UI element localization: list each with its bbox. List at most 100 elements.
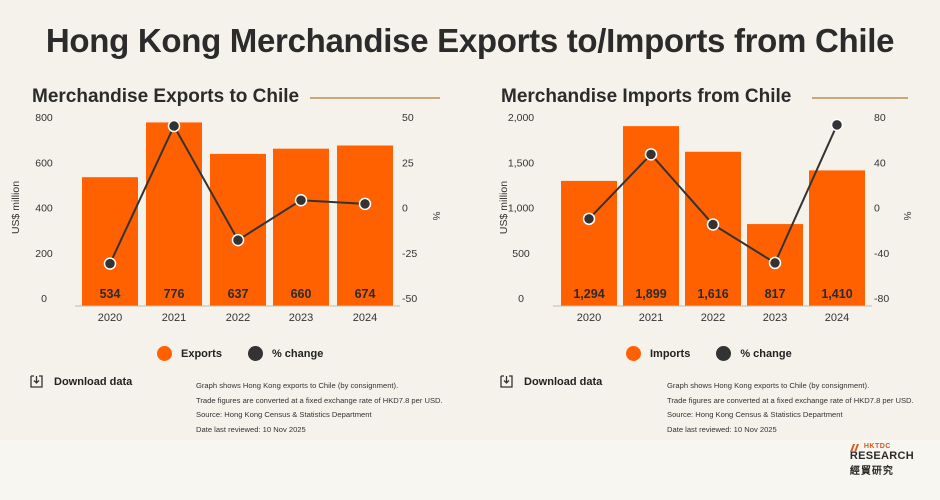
x-tick-label: 2024 <box>353 312 377 324</box>
y-tick-label: 0 <box>518 293 524 305</box>
page-title: Hong Kong Merchandise Exports to/Imports… <box>45 22 895 59</box>
exports-title-rule <box>310 97 440 99</box>
download-label: Download data <box>524 375 603 388</box>
bar-value-label: 637 <box>228 287 249 301</box>
legend-label-change: % change <box>271 347 324 360</box>
bar-value-label: 660 <box>291 287 312 301</box>
legend-swatch-change <box>247 346 263 361</box>
note-line: Trade figures are converted at a fixed e… <box>667 395 914 405</box>
bar <box>337 145 393 306</box>
bar-value-label: 776 <box>164 287 185 301</box>
imports-legend: Imports % change <box>626 346 818 361</box>
legend-label-exports: Exports <box>181 347 222 360</box>
bar <box>809 170 865 306</box>
bar <box>82 177 138 306</box>
download-icon <box>500 375 513 388</box>
y-tick-label: 1,000 <box>508 203 534 215</box>
imports-notes: Graph shows Hong Kong exports to Chile (… <box>667 379 914 437</box>
note-line: Graph shows Hong Kong exports to Chile (… <box>667 381 870 390</box>
footer-band <box>0 440 940 500</box>
y2-tick-label: -50 <box>402 293 417 305</box>
change-point <box>358 197 372 211</box>
x-tick-label: 2022 <box>701 312 725 324</box>
y2-tick-label: 40 <box>874 157 886 169</box>
y-tick-label: 2,000 <box>508 112 534 124</box>
x-tick-label: 2024 <box>825 312 849 324</box>
change-point <box>167 119 181 133</box>
y2-axis-label: % <box>901 212 912 221</box>
exports-chart: 0 200 400 600 800 -50 -25 0 25 50 US$ million % 534 7… <box>10 112 441 324</box>
bar <box>273 148 329 306</box>
bar <box>561 180 617 306</box>
download-label: Download data <box>54 375 133 388</box>
note-line: Date last reviewed: 10 Nov 2025 <box>196 424 306 434</box>
y2-tick-label: 80 <box>874 112 886 124</box>
change-point <box>103 257 117 270</box>
y2-axis-label: % <box>430 212 441 221</box>
legend-item-imports[interactable]: Imports <box>626 346 690 361</box>
y2-tick-label: -80 <box>874 293 889 305</box>
y2-tick-label: 50 <box>402 112 414 124</box>
exports-notes: Graph shows Hong Kong exports to Chile (… <box>196 379 443 437</box>
legend-label-change: % change <box>740 347 792 360</box>
imports-download-button[interactable]: Download data <box>500 375 602 388</box>
x-tick-label: 2020 <box>577 312 601 324</box>
y-tick-label: 800 <box>35 112 53 124</box>
y2-tick-label: -25 <box>402 248 417 260</box>
legend-item-change[interactable]: % change <box>716 346 792 361</box>
logo-brand: HKTDC <box>863 443 891 450</box>
imports-chart-title: Merchandise Imports from Chile <box>501 86 792 107</box>
exports-chart-title: Merchandise Exports to Chile <box>32 86 300 107</box>
bar-value-label: 817 <box>765 287 786 301</box>
x-tick-label: 2020 <box>98 312 122 324</box>
y-tick-label: 500 <box>512 248 530 260</box>
legend-item-change[interactable]: % change <box>247 346 324 361</box>
legend-swatch-change <box>716 346 732 361</box>
note-line: Trade figures are converted at a fixed e… <box>196 395 443 405</box>
bar-value-label: 1,410 <box>821 287 852 301</box>
y2-tick-label: 25 <box>402 157 414 169</box>
download-icon <box>30 375 43 388</box>
note-line: Graph shows Hong Kong exports to Chile (… <box>196 381 399 390</box>
x-tick-label: 2022 <box>226 312 250 324</box>
x-tick-label: 2021 <box>162 312 186 324</box>
logo-chinese: 經貿研究 <box>849 466 894 477</box>
change-point <box>231 233 245 247</box>
y2-tick-label: -40 <box>874 248 889 260</box>
y-axis-label: US$ million <box>10 181 22 234</box>
change-point <box>706 218 720 231</box>
change-point <box>830 118 844 132</box>
y-tick-label: 400 <box>35 203 53 215</box>
y2-tick-label: 0 <box>874 203 880 215</box>
note-line: Date last reviewed: 10 Nov 2025 <box>667 424 777 434</box>
bar-value-label: 1,616 <box>697 287 728 301</box>
legend-item-exports[interactable]: Exports <box>157 346 222 361</box>
x-tick-label: 2023 <box>289 312 313 324</box>
legend-swatch-exports <box>157 346 172 361</box>
y-axis-label: US$ million <box>498 181 510 234</box>
change-point <box>294 194 308 207</box>
hktdc-research-logo[interactable]: HKTDC RESEARCH 經貿研究 <box>849 443 914 477</box>
bar <box>146 122 202 307</box>
bar <box>210 153 266 306</box>
bar-value-label: 674 <box>355 287 376 301</box>
bar-value-label: 1,294 <box>573 287 604 301</box>
legend-swatch-imports <box>626 346 641 361</box>
y2-tick-label: 0 <box>402 203 408 215</box>
y-tick-label: 1,500 <box>508 157 534 169</box>
hktdc-logo-mark <box>849 444 859 452</box>
change-point <box>768 256 782 270</box>
bar-value-label: 534 <box>100 287 121 301</box>
note-line: Source: Hong Kong Census & Statistics De… <box>667 410 843 419</box>
x-tick-label: 2021 <box>639 312 663 324</box>
logo-research: RESEARCH <box>849 450 914 462</box>
legend-label-imports: Imports <box>650 347 691 360</box>
exports-download-button[interactable]: Download data <box>30 375 132 388</box>
y-tick-label: 200 <box>35 248 53 260</box>
y-tick-label: 0 <box>41 293 47 305</box>
bar-value-label: 1,899 <box>635 287 666 301</box>
imports-title-rule <box>812 97 908 99</box>
change-point <box>582 212 596 226</box>
change-point <box>644 148 658 161</box>
x-tick-label: 2023 <box>763 312 787 324</box>
